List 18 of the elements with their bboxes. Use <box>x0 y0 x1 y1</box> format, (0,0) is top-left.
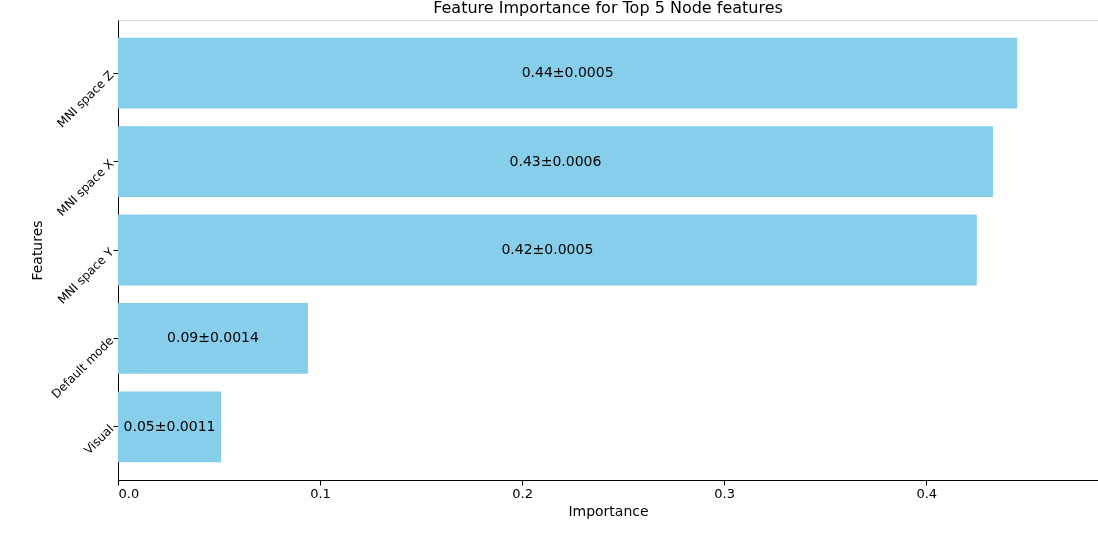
chart-title: Feature Importance for Top 5 Node features <box>433 0 783 17</box>
bar <box>118 126 993 197</box>
x-tick-label: 0.0 <box>118 485 140 501</box>
x-tick-label: 0.3 <box>714 485 736 501</box>
bar <box>118 37 1018 109</box>
bar <box>118 391 222 463</box>
bar <box>118 303 308 374</box>
bar <box>118 214 977 286</box>
data-label: 0.05±0.0011 <box>123 417 216 434</box>
data-label: 0.44±0.0005 <box>521 64 614 81</box>
data-label: 0.42±0.0005 <box>501 241 594 257</box>
data-label: 0.43±0.0006 <box>509 152 602 169</box>
x-tick-label: 0.1 <box>310 485 331 501</box>
x-axis-title: Importance <box>568 502 649 519</box>
data-label: 0.09±0.0014 <box>167 329 260 346</box>
y-axis-title: Features <box>29 220 46 281</box>
x-tick-label: 0.2 <box>512 485 533 501</box>
x-tick-label: 0.4 <box>916 485 938 501</box>
